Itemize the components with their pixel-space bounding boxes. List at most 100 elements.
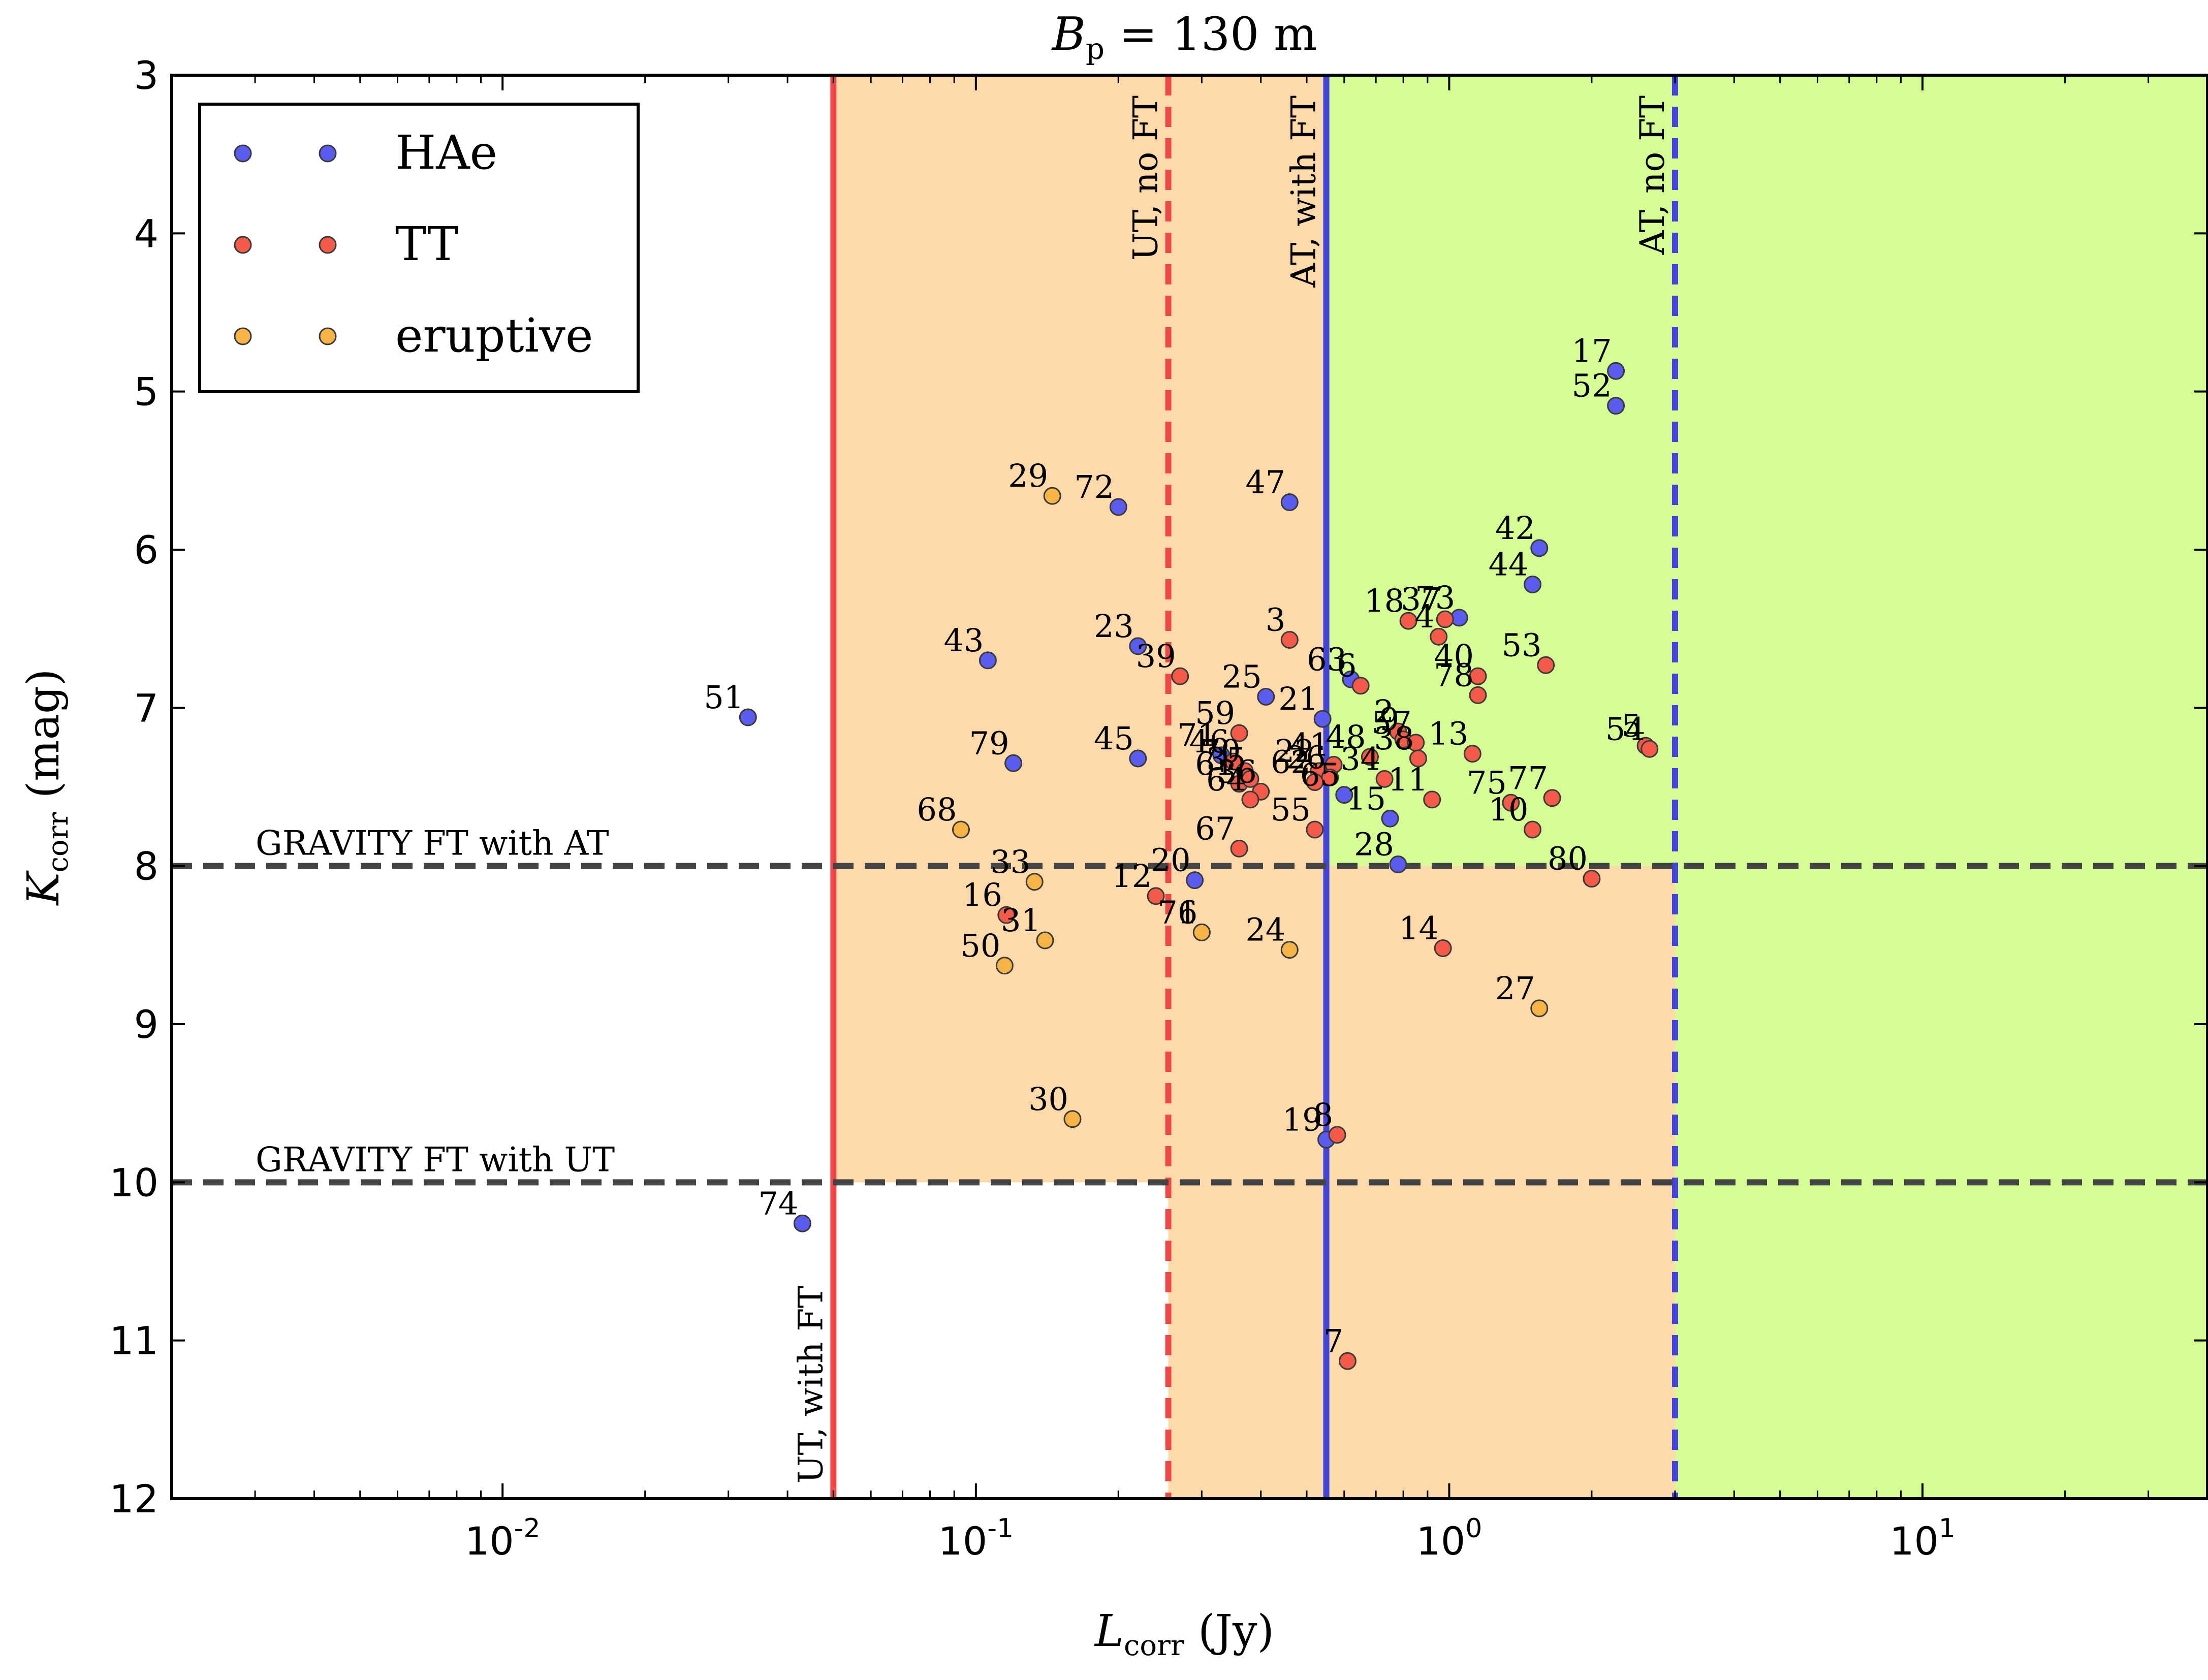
title-symbol: B bbox=[1051, 8, 1086, 61]
point-label-21: 21 bbox=[1278, 680, 1318, 717]
point-eruptive-30 bbox=[1063, 1110, 1082, 1128]
x-axis-label: Lcorr (Jy) bbox=[1094, 1606, 1274, 1662]
point-label-8: 8 bbox=[1313, 1096, 1333, 1133]
point-TT-10 bbox=[1524, 820, 1542, 839]
point-TT-46 bbox=[1224, 752, 1243, 771]
point-label-52: 52 bbox=[1572, 367, 1612, 404]
horizontal-line-label-1: GRAVITY FT with AT bbox=[256, 824, 609, 863]
legend-marker-b-TT bbox=[319, 236, 337, 254]
vertical-line-label-4: AT, no FT bbox=[1633, 96, 1672, 255]
vertical-line-label-3: AT, with FT bbox=[1284, 96, 1323, 288]
point-label-19: 19 bbox=[1282, 1101, 1322, 1138]
point-eruptive-50 bbox=[995, 957, 1014, 975]
point-HAe-21 bbox=[1313, 710, 1332, 728]
title-rest: = 130 m bbox=[1105, 8, 1317, 61]
legend-marker-b-eruptive bbox=[319, 327, 337, 345]
point-HAe-44 bbox=[1524, 575, 1542, 593]
y-tick-label-5: 5 bbox=[134, 369, 159, 415]
point-label-47: 47 bbox=[1245, 464, 1285, 501]
point-TT-48 bbox=[1361, 748, 1379, 766]
chart-title: Bp = 130 m bbox=[1051, 8, 1317, 66]
vertical-threshold-lines: UT, with FT UT, no FT AT, with FT AT, no FT bbox=[791, 75, 1678, 1499]
point-label-3: 3 bbox=[1266, 601, 1285, 638]
point-label-71: 71 bbox=[1177, 717, 1217, 754]
point-TT-39 bbox=[1171, 667, 1189, 685]
point-label-44: 44 bbox=[1489, 546, 1529, 583]
y-tick-label-12: 12 bbox=[109, 1476, 159, 1521]
point-HAe-23 bbox=[1129, 637, 1147, 655]
point-label-79: 79 bbox=[969, 724, 1010, 762]
point-TT-37 bbox=[1436, 610, 1454, 628]
point-TT-75 bbox=[1502, 794, 1520, 812]
point-HAe-45 bbox=[1129, 749, 1147, 768]
point-label-50: 50 bbox=[960, 927, 1000, 964]
point-label-51: 51 bbox=[704, 679, 744, 716]
point-label-2: 2 bbox=[1374, 693, 1394, 730]
point-label-62: 62 bbox=[1271, 744, 1311, 781]
point-label-46: 46 bbox=[1189, 723, 1229, 760]
point-label-37: 37 bbox=[1401, 581, 1441, 618]
point-HAe-79 bbox=[1004, 754, 1023, 772]
point-HAe-51 bbox=[739, 708, 757, 726]
point-HAe-47 bbox=[1280, 493, 1299, 512]
point-label-9: 9 bbox=[1379, 701, 1399, 738]
legend-marker-a-HAe bbox=[234, 144, 252, 163]
point-TT-54 bbox=[1641, 740, 1659, 758]
point-label-68: 68 bbox=[917, 791, 957, 828]
point-TT-80 bbox=[1583, 870, 1601, 888]
point-TT-13 bbox=[1463, 745, 1481, 763]
x-tick-exponent: 1 bbox=[1939, 1513, 1955, 1544]
point-TT-12 bbox=[1147, 887, 1165, 905]
point-TT-55 bbox=[1306, 820, 1324, 839]
point-label-63: 63 bbox=[1307, 641, 1347, 678]
point-label-18: 18 bbox=[1364, 582, 1404, 619]
ylabel-symbol: K bbox=[18, 870, 69, 906]
point-HAe-42 bbox=[1530, 539, 1549, 557]
point-TT-7 bbox=[1338, 1352, 1357, 1370]
point-label-61: 61 bbox=[1195, 745, 1235, 782]
point-TT-18 bbox=[1399, 612, 1417, 630]
legend-marker-a-TT bbox=[234, 236, 252, 254]
point-label-41: 41 bbox=[1289, 726, 1330, 763]
shaded-region-3 bbox=[1326, 75, 2207, 866]
point-label-17: 17 bbox=[1572, 332, 1612, 369]
point-label-75: 75 bbox=[1467, 764, 1507, 801]
legend-label-HAe: HAe bbox=[395, 125, 497, 180]
point-label-20: 20 bbox=[1151, 842, 1191, 879]
point-HAe-74 bbox=[793, 1214, 811, 1232]
point-label-55: 55 bbox=[1271, 791, 1311, 828]
point-label-73: 73 bbox=[1415, 579, 1455, 616]
y-tick-label-4: 4 bbox=[134, 211, 159, 256]
point-TT-8 bbox=[1328, 1126, 1346, 1144]
point-TT-62 bbox=[1306, 773, 1324, 791]
point-label-16: 16 bbox=[962, 876, 1002, 913]
horizontal-line-label-2: GRAVITY FT with UT bbox=[256, 1140, 615, 1179]
ylabel-rest: (mag) bbox=[18, 669, 69, 812]
point-label-53: 53 bbox=[1502, 626, 1542, 663]
legend: HAe TT eruptive bbox=[198, 103, 640, 393]
point-label-40: 40 bbox=[1434, 638, 1474, 675]
x-tick-label--2: 10-2 bbox=[465, 1513, 541, 1564]
point-label-42: 42 bbox=[1495, 510, 1535, 547]
point-TT-77 bbox=[1543, 789, 1561, 807]
point-eruptive-24 bbox=[1280, 941, 1299, 959]
y-tick-label-11: 11 bbox=[109, 1318, 159, 1364]
point-label-48: 48 bbox=[1326, 718, 1366, 755]
legend-label-TT: TT bbox=[395, 217, 458, 271]
point-label-78: 78 bbox=[1434, 656, 1474, 693]
legend-box bbox=[198, 103, 640, 393]
point-label-13: 13 bbox=[1428, 715, 1468, 752]
point-HAe-20 bbox=[1186, 871, 1204, 890]
xlabel-symbol: L bbox=[1094, 1606, 1124, 1657]
point-label-30: 30 bbox=[1028, 1081, 1068, 1118]
point-label-22: 22 bbox=[1275, 733, 1315, 770]
y-tick-label-3: 3 bbox=[134, 53, 159, 98]
point-HAe-17 bbox=[1607, 362, 1625, 380]
point-eruptive-1 bbox=[1192, 923, 1211, 941]
point-TT-4 bbox=[1430, 627, 1448, 646]
horizontal-threshold-lines: GRAVITY FT with AT GRAVITY FT with UT bbox=[172, 824, 2207, 1186]
point-label-65: 65 bbox=[1300, 756, 1340, 794]
point-label-28: 28 bbox=[1354, 826, 1394, 863]
